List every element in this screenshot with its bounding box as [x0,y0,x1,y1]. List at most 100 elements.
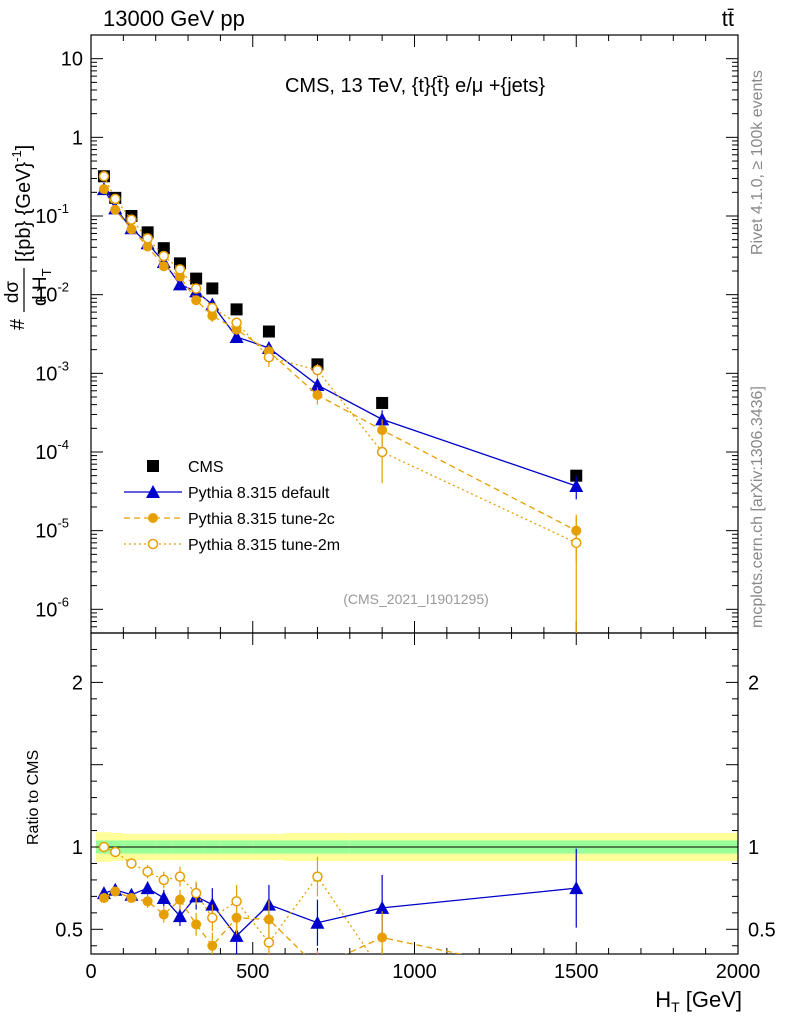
main-point-data [262,325,275,338]
main-line-tune2c [103,188,577,532]
y-tick-label: 10-2 [35,280,69,307]
ratio-y-tick-label: 1 [72,837,83,859]
ratio-point-default [310,915,325,929]
ratio-line-default [103,887,577,937]
main-point-tune2m [571,537,582,549]
main-point-tune2m [158,250,170,262]
y-tick-label: 10 [61,49,83,71]
main-line-tune2m [103,175,577,544]
main-point-default [310,378,325,392]
main-point-tune2c [191,295,202,306]
ratio-point-default [172,909,187,923]
ratio-point-tune2m [572,984,581,993]
y-tick-label: 10-6 [35,594,69,621]
ratio-point-default [156,891,171,905]
main-point-data [190,272,203,285]
ratio-point-tune2c [158,909,169,920]
legend-label-data: CMS [188,459,224,476]
ylabel-unit: [{pb} {GeV}-1] [9,145,35,262]
energy-label: 13000 GeV pp [103,6,245,31]
ratio-y-axis-label: Ratio to CMS [25,750,42,845]
ylabel-hash: # [7,318,29,330]
ratio-point-tune2m [190,887,202,899]
ratio-point-tune2c [126,893,137,904]
ratio-point-default [140,881,155,895]
main-point-default [229,329,244,343]
ratio-point-tune2m [142,866,153,877]
ratio-y-tick-label: 2 [72,672,83,694]
ylabel-numerator: dσ [2,281,23,304]
x-tick-label: 2000 [716,961,761,983]
main-line-default [103,188,577,487]
x-tick-label: 500 [236,961,269,983]
legend-label-tune2m: Pythia 8.315 tune-2m [188,537,340,554]
main-point-tune2c [377,425,388,436]
legend-marker-tune2c [148,513,158,523]
main-point-data [206,282,219,295]
ratio-point-tune2m [378,968,387,977]
ratio-y-tick-label-right: 1 [748,837,759,859]
x-axis: 0 500 1000 1500 2000 [85,35,760,983]
legend-marker-data [147,460,159,472]
main-point-tune2m [207,302,218,314]
main-point-tune2c [207,310,218,321]
main-y-axis-label: # dσ d HT [{pb} {GeV}-1] [2,145,54,330]
main-point-tune2m [190,283,202,294]
ratio-plot-series [96,841,584,993]
main-point-default [172,277,187,291]
ratio-y-tick-label-right: 0.5 [748,919,776,941]
ratio-point-default [569,881,584,895]
main-point-tune2m [231,317,242,328]
process-label: tt̄ [722,6,734,31]
ratio-point-tune2c [142,896,153,907]
ratio-point-default [229,928,244,942]
rivet-version-label: Rivet 4.1.0, ≥ 100k events [749,70,766,255]
legend: CMS Pythia 8.315 default Pythia 8.315 tune… [124,459,340,554]
legend-label-default: Pythia 8.315 default [188,485,330,502]
mcplots-label: mcplots.cern.ch [arXiv:1306.3436] [749,386,766,628]
main-point-tune2c [126,224,137,235]
ratio-point-tune2c [377,932,388,943]
main-y-axis: 10 1 10-1 10-2 10-3 10-4 10-5 10-6 [35,34,738,634]
x-tick-label: 1000 [392,961,437,983]
ratio-point-default [375,900,390,914]
ratio-point-tune2m [231,896,242,907]
ratio-point-tune2m [110,846,121,858]
y-tick-label: 10-1 [35,201,69,228]
main-point-data [376,396,389,409]
main-point-tune2c [174,271,185,282]
main-point-tune2m [174,264,186,275]
analysis-tag: (CMS_2021_I1901295) [343,591,489,607]
main-point-default [569,478,584,492]
y-tick-label: 10-5 [35,516,69,543]
main-point-data [570,469,583,482]
y-tick-label: 10-4 [35,437,69,464]
main-point-data [230,303,243,316]
main-point-tune2c [110,204,121,215]
ratio-point-tune2c [312,962,322,972]
ratio-y-tick-label-right: 2 [748,672,759,694]
ratio-point-tune2c [174,894,185,905]
ratio-point-tune2c [191,919,202,930]
ratio-y-tick-label: 0.5 [55,919,83,941]
x-tick-label: 0 [85,961,96,983]
ratio-y-axis: 2 2 1 1 0.5 0.5 [55,648,776,947]
x-axis-label: HT [GeV] [655,987,742,1015]
legend-marker-default [146,485,160,498]
ratio-point-tune2m [263,937,275,948]
main-point-tune2m [126,214,137,225]
legend-marker-tune2m [147,538,159,550]
main-point-tune2m [376,446,388,458]
ratio-point-tune2m [158,874,170,886]
y-tick-label: 1 [72,127,83,149]
y-tick-label: 10-3 [35,358,69,385]
main-point-tune2m [312,364,323,376]
main-point-tune2c [142,241,153,252]
ratio-point-tune2c [98,893,109,904]
ratio-point-tune2m [126,858,137,869]
main-point-tune2m [142,233,153,244]
main-point-tune2c [98,184,109,195]
ratio-point-tune2m [312,871,323,882]
ylabel-denominator: d HT [30,268,54,306]
